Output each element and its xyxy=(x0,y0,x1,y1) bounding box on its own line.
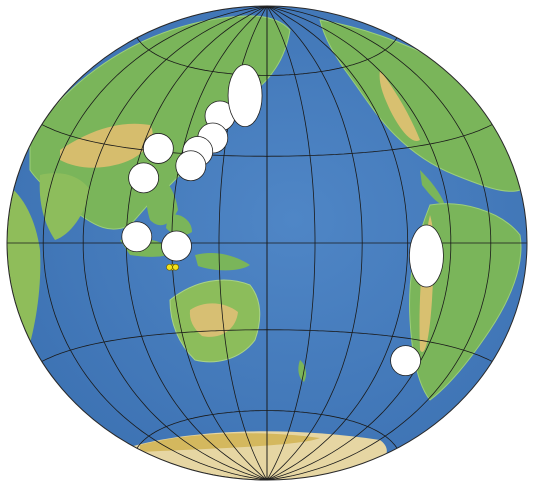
marker-chile xyxy=(390,345,421,377)
parallel-line xyxy=(136,410,398,449)
land-india xyxy=(39,173,90,240)
land-antarctica-coast xyxy=(140,433,320,452)
land-himalaya xyxy=(60,123,153,168)
event-point xyxy=(172,263,179,271)
land-central-america xyxy=(420,170,445,205)
marker-sumatra xyxy=(121,221,153,253)
land-new-zealand xyxy=(298,360,307,382)
parallel-line xyxy=(41,124,493,157)
event-point xyxy=(166,263,173,271)
marker-peru-ecuador xyxy=(409,224,444,288)
globe-outline xyxy=(6,5,528,481)
marker-kamchatka-aleutian xyxy=(227,64,263,128)
marker-ryukyu xyxy=(175,150,207,182)
marker-indonesia xyxy=(161,230,192,262)
land-rockies xyxy=(379,70,420,141)
marker-myanmar xyxy=(128,162,160,194)
marker-china xyxy=(142,133,174,164)
event-markers-layer xyxy=(121,64,444,377)
land-australia-interior xyxy=(189,303,238,337)
parallel-line xyxy=(136,37,398,76)
parallel-line xyxy=(41,329,493,362)
land-new-guinea xyxy=(195,253,250,271)
